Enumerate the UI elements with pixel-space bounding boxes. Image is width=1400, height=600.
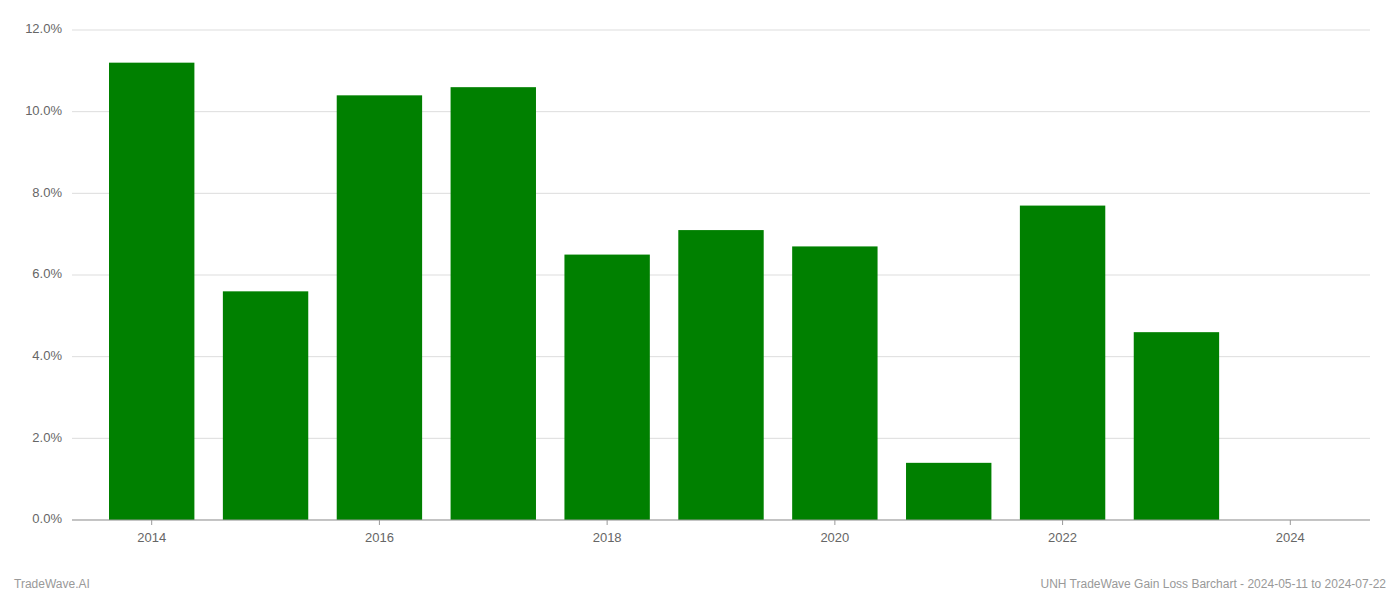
y-tick-label: 2.0%	[32, 430, 62, 445]
y-axis: 0.0% 2.0% 4.0% 6.0% 8.0% 10.0% 12.0%	[25, 21, 62, 526]
x-tick-label: 2022	[1048, 530, 1077, 545]
annotations: TradeWave.AI UNH TradeWave Gain Loss Barc…	[14, 577, 1386, 591]
x-tick-label: 2020	[820, 530, 849, 545]
annotation: UNH TradeWave Gain Loss Barchart - 2024-…	[1040, 577, 1386, 591]
y-tick-label: 12.0%	[25, 21, 62, 36]
grid-line	[72, 193, 1370, 194]
annotation: TradeWave.AI	[14, 577, 90, 591]
y-tick-label: 10.0%	[25, 103, 62, 118]
x-tick-label: 2014	[137, 530, 166, 545]
x-tick	[834, 520, 835, 525]
x-tick-label: 2024	[1276, 530, 1305, 545]
grid-line	[72, 111, 1370, 112]
x-tick	[151, 520, 152, 525]
bar	[1134, 332, 1219, 520]
bar	[906, 463, 991, 520]
x-tick	[379, 520, 380, 525]
bar	[792, 246, 877, 520]
x-tick-label: 2016	[365, 530, 394, 545]
x-tick-label: 2018	[593, 530, 622, 545]
x-axis-line	[72, 520, 1370, 521]
bar	[678, 230, 763, 520]
y-tick-label: 8.0%	[32, 185, 62, 200]
grid-line	[72, 520, 1370, 521]
bar	[564, 255, 649, 520]
x-axis: 2014 2016 2018 2020 2022 2024	[72, 520, 1370, 545]
x-tick	[1290, 520, 1291, 525]
y-tick-label: 0.0%	[32, 511, 62, 526]
y-tick-label: 6.0%	[32, 266, 62, 281]
bar	[109, 63, 194, 520]
grid-line	[72, 30, 1370, 31]
y-tick-label: 4.0%	[32, 348, 62, 363]
bar	[451, 87, 536, 520]
x-tick	[607, 520, 608, 525]
x-tick	[1062, 520, 1063, 525]
grid	[72, 30, 1370, 520]
bars	[109, 63, 1219, 520]
bar	[223, 291, 308, 520]
bar	[1020, 206, 1105, 520]
bar	[337, 95, 422, 520]
chart: 0.0%2.0%4.0%6.0%8.0%10.0%12.0%2014201620…	[0, 0, 1400, 600]
